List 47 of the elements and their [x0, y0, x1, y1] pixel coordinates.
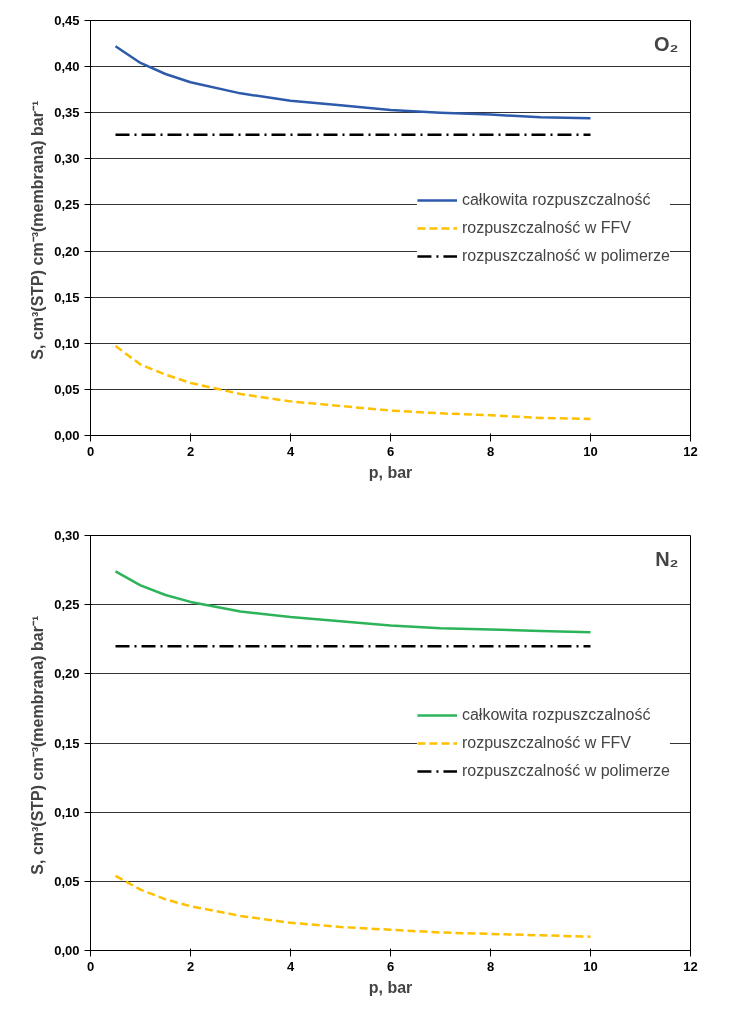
x-tick-label: 8	[486, 443, 495, 459]
y-tick-label: 0,30	[54, 151, 80, 167]
line-series	[114, 874, 592, 938]
x-tick-label: 0	[86, 958, 95, 974]
x-tick-label: 6	[386, 958, 395, 974]
x-tick-label: 10	[583, 958, 598, 974]
legend-label: całkowita rozpuszczalność	[461, 190, 651, 209]
y-tick-label: 0,35	[54, 105, 80, 121]
y-tick-label: 0,10	[54, 804, 80, 820]
y-tick-label: 0,25	[54, 597, 80, 613]
y-axis-title: S, cm³(STP) cm⁻³(membrana) bar⁻¹	[29, 100, 47, 360]
x-tick-label: 4	[286, 958, 295, 974]
x-tick-label: 10	[583, 443, 598, 459]
y-tick-label: 0,15	[54, 289, 80, 305]
y-tick-label: 0,05	[54, 381, 80, 397]
x-tick-label: 0	[86, 443, 95, 459]
legend-label: rozpuszczalność w polimerze	[461, 246, 670, 265]
x-axis-title: p, bar	[368, 463, 413, 481]
y-tick-label: 0,00	[54, 943, 80, 958]
legend-label: rozpuszczalność w polimerze	[461, 761, 670, 780]
line-series	[114, 45, 592, 120]
x-tick-label: 12	[683, 443, 698, 459]
legend-label: rozpuszczalność w FFV	[461, 218, 631, 237]
x-tick-label: 4	[286, 443, 295, 459]
y-tick-label: 0,05	[54, 873, 80, 889]
y-tick-label: 0,25	[54, 197, 80, 213]
annotation: O₂	[654, 32, 679, 55]
x-tick-label: 8	[486, 958, 495, 974]
y-tick-label: 0,30	[54, 528, 80, 543]
line-series	[114, 570, 592, 634]
y-tick-label: 0,10	[54, 335, 80, 351]
y-tick-label: 0,15	[54, 735, 80, 751]
y-tick-label: 0,20	[54, 666, 80, 682]
y-tick-label: 0,20	[54, 243, 80, 259]
x-tick-label: 2	[186, 958, 195, 974]
x-axis-title: p, bar	[368, 978, 413, 996]
y-tick-label: 0,45	[54, 13, 80, 28]
line-series	[114, 344, 592, 421]
x-tick-label: 2	[186, 443, 195, 459]
x-tick-label: 6	[386, 443, 395, 459]
legend-label: całkowita rozpuszczalność	[461, 705, 651, 724]
x-tick-label: 12	[683, 958, 698, 974]
legend-label: rozpuszczalność w FFV	[461, 733, 631, 752]
annotation: N₂	[655, 547, 679, 570]
y-tick-label: 0,40	[54, 59, 80, 75]
y-axis-title: S, cm³(STP) cm⁻³(membrana) bar⁻¹	[29, 615, 47, 875]
y-tick-label: 0,00	[54, 428, 80, 443]
